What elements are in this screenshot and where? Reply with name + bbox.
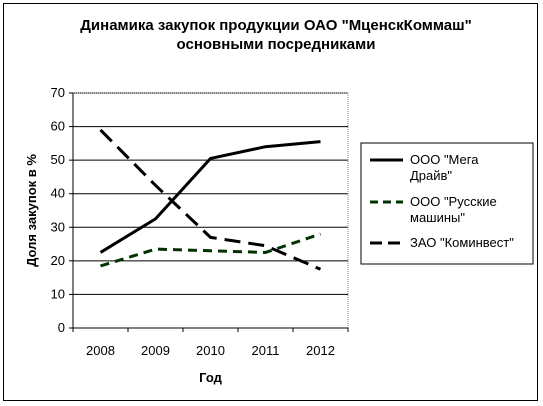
series-lines (99, 128, 322, 271)
y-tick-label: 0 (58, 320, 65, 335)
y-tick-label: 10 (51, 286, 65, 301)
y-axis-title: Доля закупок в % (24, 154, 39, 267)
chart-title: Динамика закупок продукции ОАО "МценскКо… (20, 16, 532, 54)
x-tick-label: 2010 (196, 343, 225, 358)
x-tick-label: 2012 (306, 343, 335, 358)
legend-label-1: Драйв" (410, 168, 452, 183)
y-axis: 0 10 20 30 40 50 60 70 (51, 85, 73, 335)
x-axis: 2008 2009 2010 2011 2012 (72, 328, 349, 358)
gridlines (73, 92, 348, 295)
legend-label-3: ЗАО "Коминвест" (410, 235, 514, 250)
legend-label-1: ООО "Мега (410, 152, 479, 167)
y-tick-label: 60 (51, 119, 65, 134)
series-line-2 (100, 232, 321, 268)
y-tick-label: 40 (51, 186, 65, 201)
series-line-3 (99, 128, 322, 271)
y-tick-label: 20 (51, 253, 65, 268)
x-tick-label: 2009 (141, 343, 170, 358)
series-line-1 (99, 140, 321, 254)
x-tick-label: 2011 (252, 343, 280, 358)
y-tick-label: 70 (51, 85, 65, 100)
chart-title-line-2: основными посредниками (176, 36, 376, 53)
chart-title-line-1: Динамика закупок продукции ОАО "МценскКо… (80, 17, 472, 34)
y-tick-label: 50 (51, 152, 65, 167)
plot-area (72, 92, 349, 329)
legend-label-2: машины" (410, 210, 465, 225)
legend-label-2: ООО "Русские (410, 194, 497, 209)
y-tick-label: 30 (51, 219, 65, 234)
x-axis-title: Год (199, 370, 222, 385)
x-tick-label: 2008 (86, 343, 115, 358)
